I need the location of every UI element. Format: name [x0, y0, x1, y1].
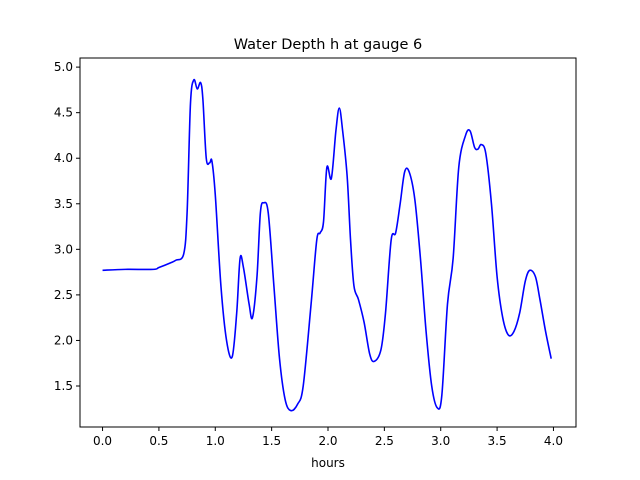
y-tick-label-2: 2.5: [54, 288, 73, 302]
x-axis-label: hours: [311, 456, 345, 470]
chart-title: Water Depth h at gauge 6: [234, 37, 422, 53]
x-tick-label-3: 1.5: [262, 434, 281, 448]
y-tick-label-5: 4.0: [54, 151, 73, 165]
x-tick-label-1: 0.5: [149, 434, 168, 448]
x-tick-label-6: 3.0: [431, 434, 450, 448]
x-tick-label-5: 2.5: [375, 434, 394, 448]
y-tick-label-7: 5.0: [54, 60, 73, 74]
x-tick-label-7: 3.5: [488, 434, 507, 448]
x-tick-label-2: 1.0: [206, 434, 225, 448]
x-tick-label-0: 0.0: [93, 434, 112, 448]
y-tick-label-6: 4.5: [54, 106, 73, 120]
x-tick-label-4: 2.0: [318, 434, 337, 448]
y-tick-label-1: 2.0: [54, 333, 73, 347]
y-tick-label-0: 1.5: [54, 379, 73, 393]
y-tick-label-3: 3.0: [54, 242, 73, 256]
series-line-0: [102, 78, 552, 412]
y-tick-label-4: 3.5: [54, 197, 73, 211]
plot-area: 0.0 0.5 1.0 1.5 2.0 2.5 3.0 3.5 4.0 1.5 2.0 2.5 3.0 3…: [54, 57, 577, 448]
x-tick-label-8: 4.0: [544, 434, 563, 448]
